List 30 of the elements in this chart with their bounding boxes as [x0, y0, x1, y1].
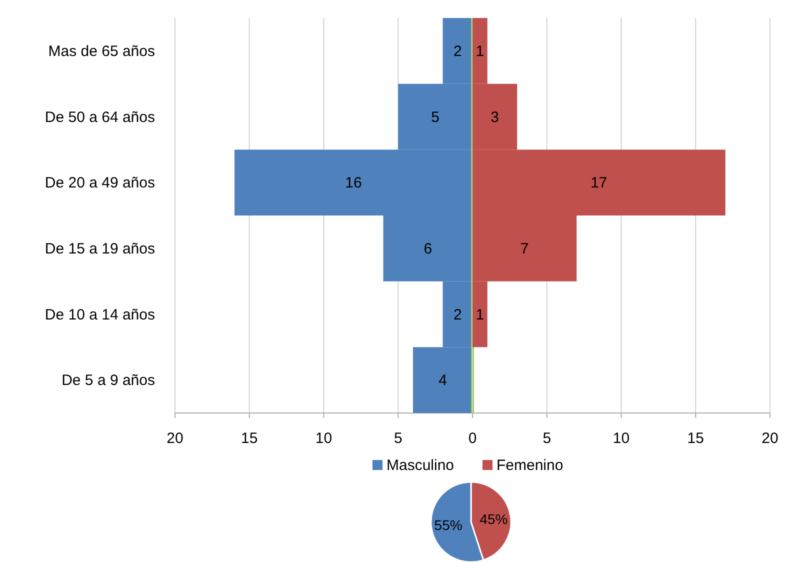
y-tick-label: Mas de 65 años	[48, 42, 155, 60]
x-tick-label: 10	[315, 430, 332, 447]
y-tick-label: De 5 a 9 años	[62, 372, 155, 390]
data-label: 5	[431, 108, 440, 126]
legend-label: Masculino	[386, 457, 454, 474]
x-tick-label: 5	[394, 430, 402, 447]
data-label: 1	[476, 306, 484, 324]
data-label: 7	[520, 240, 529, 258]
x-tick-label: 15	[687, 430, 704, 447]
y-tick-label: De 15 a 19 años	[44, 240, 155, 258]
x-tick-label: 0	[468, 430, 477, 447]
legend-label: Femenino	[496, 457, 564, 474]
data-label: 45%	[480, 510, 508, 527]
data-label: 6	[424, 240, 432, 258]
y-tick-label: De 50 a 64 años	[44, 108, 155, 126]
data-label: 3	[490, 108, 499, 126]
x-tick-label: 15	[241, 430, 258, 447]
data-label: 17	[590, 174, 608, 192]
data-label: 55%	[434, 517, 462, 534]
data-label: 2	[453, 306, 462, 324]
x-tick-label: 20	[166, 430, 184, 447]
x-tick-label: 10	[612, 430, 630, 447]
data-label: 16	[345, 174, 362, 192]
data-label: 2	[453, 42, 462, 60]
x-tick-label: 20	[762, 430, 778, 447]
y-tick-label: De 10 a 14 años	[44, 306, 155, 324]
data-label: 1	[476, 42, 484, 60]
y-tick-label: De 20 a 49 años	[44, 174, 155, 192]
data-label: 4	[438, 372, 447, 390]
x-tick-label: 5	[542, 430, 552, 447]
